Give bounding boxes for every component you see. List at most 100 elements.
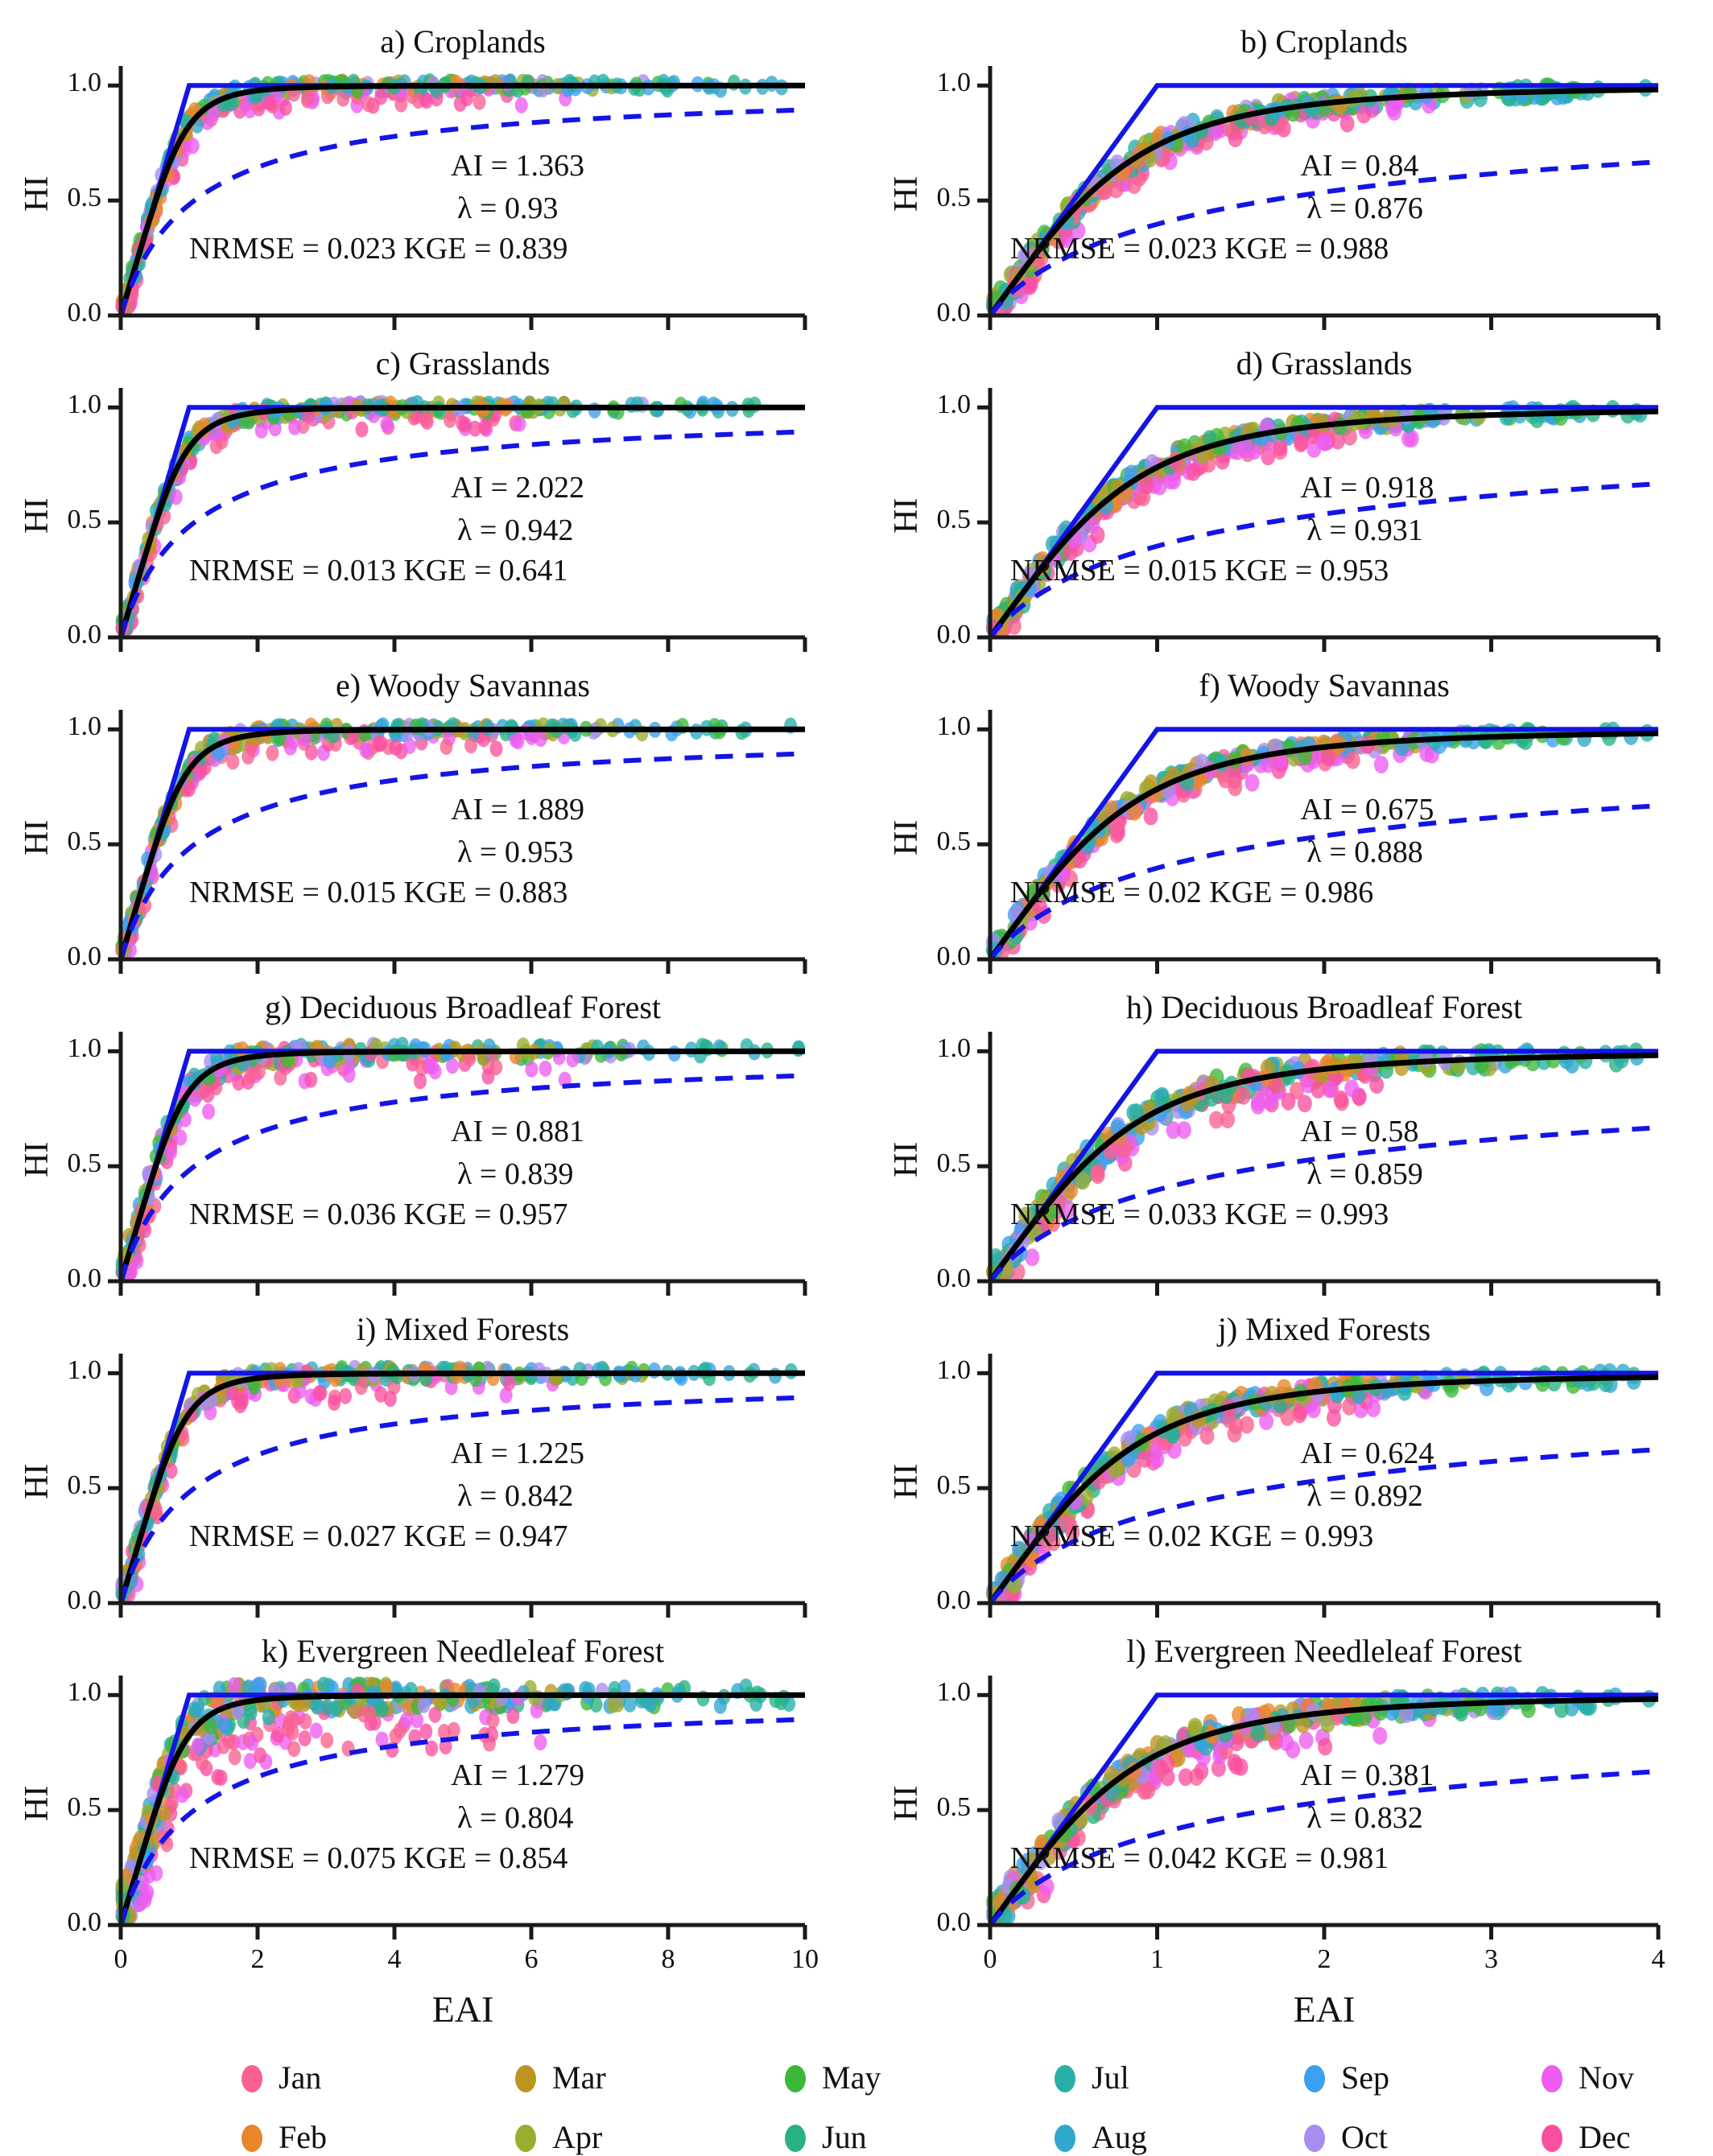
legend-item-jul[interactable]: Jul <box>1055 2059 1129 2096</box>
y-tick-g-2: 0.0 <box>32 1264 101 1294</box>
stat-nk-g: NRMSE = 0.036 KGE = 0.957 <box>189 1197 568 1232</box>
y-tick-d-0: 1.0 <box>902 390 971 420</box>
stat-nk-f: NRMSE = 0.02 KGE = 0.986 <box>1010 875 1373 910</box>
stat-nk-l: NRMSE = 0.042 KGE = 0.981 <box>1010 1841 1389 1876</box>
y-tick-c-0: 1.0 <box>32 390 101 420</box>
x-tick-k-4: 8 <box>636 1944 700 1975</box>
y-tick-l-2: 0.0 <box>902 1907 971 1938</box>
panel-title-b: b) Croplands <box>990 24 1658 60</box>
stat-lam-k: λ = 0.804 <box>457 1800 573 1836</box>
legend-item-nov[interactable]: Nov <box>1542 2059 1634 2096</box>
y-tick-j-2: 0.0 <box>902 1585 971 1616</box>
x-axis-label-l: EAI <box>990 1988 1658 2030</box>
y-tick-f-1: 0.5 <box>902 827 971 857</box>
stat-nk-a: NRMSE = 0.023 KGE = 0.839 <box>189 231 568 266</box>
legend-label-aug: Aug <box>1092 2118 1147 2156</box>
stat-nk-c: NRMSE = 0.013 KGE = 0.641 <box>189 553 568 588</box>
legend-label-nov: Nov <box>1579 2059 1634 2096</box>
x-tick-k-0: 0 <box>89 1944 153 1975</box>
stat-lam-l: λ = 0.832 <box>1306 1800 1422 1836</box>
legend-label-jul: Jul <box>1092 2059 1129 2096</box>
panel-title-a: a) Croplands <box>121 24 805 60</box>
stat-lam-j: λ = 0.892 <box>1306 1478 1422 1514</box>
y-tick-k-0: 1.0 <box>32 1677 101 1708</box>
y-tick-a-2: 0.0 <box>32 298 101 328</box>
legend-item-may[interactable]: May <box>785 2059 881 2096</box>
legend-marker-may-icon <box>785 2065 806 2092</box>
y-tick-j-0: 1.0 <box>902 1355 971 1386</box>
stat-lam-a: λ = 0.93 <box>457 191 558 226</box>
y-tick-b-1: 0.5 <box>902 183 971 213</box>
stat-nk-b: NRMSE = 0.023 KGE = 0.988 <box>1010 231 1389 266</box>
y-tick-h-2: 0.0 <box>902 1264 971 1294</box>
y-tick-f-0: 1.0 <box>902 711 971 742</box>
stat-ai-h: AI = 0.58 <box>1300 1114 1418 1149</box>
y-tick-b-0: 1.0 <box>902 68 971 98</box>
stat-ai-l: AI = 0.381 <box>1300 1758 1434 1793</box>
legend-item-feb[interactable]: Feb <box>241 2118 327 2156</box>
legend-marker-sep-icon <box>1304 2065 1325 2092</box>
y-tick-g-0: 1.0 <box>32 1033 101 1064</box>
legend-item-aug[interactable]: Aug <box>1055 2118 1147 2156</box>
legend-label-oct: Oct <box>1341 2118 1388 2156</box>
legend-marker-jul-icon <box>1055 2065 1075 2092</box>
stat-ai-b: AI = 0.84 <box>1300 148 1418 183</box>
stat-lam-e: λ = 0.953 <box>457 835 573 870</box>
y-tick-a-0: 1.0 <box>32 68 101 98</box>
legend-item-jun[interactable]: Jun <box>785 2118 867 2156</box>
panel-title-g: g) Deciduous Broadleaf Forest <box>121 990 805 1025</box>
y-tick-e-0: 1.0 <box>32 711 101 742</box>
x-tick-l-3: 3 <box>1459 1944 1524 1975</box>
x-tick-k-1: 2 <box>225 1944 290 1975</box>
panel-title-l: l) Evergreen Needleleaf Forest <box>990 1634 1658 1669</box>
y-tick-i-1: 0.5 <box>32 1470 101 1501</box>
legend-label-dec: Dec <box>1579 2118 1630 2156</box>
scatter-points-c <box>116 395 762 637</box>
stat-lam-d: λ = 0.931 <box>1306 513 1422 548</box>
stat-lam-f: λ = 0.888 <box>1306 835 1422 870</box>
legend-item-sep[interactable]: Sep <box>1304 2059 1389 2096</box>
stat-ai-a: AI = 1.363 <box>451 148 584 183</box>
y-tick-d-2: 0.0 <box>902 620 971 650</box>
x-tick-k-2: 4 <box>362 1944 427 1975</box>
panel-title-c: c) Grasslands <box>121 346 805 381</box>
stat-ai-i: AI = 1.225 <box>451 1436 584 1471</box>
panel-title-k: k) Evergreen Needleleaf Forest <box>121 1634 805 1669</box>
legend-item-dec[interactable]: Dec <box>1542 2118 1630 2156</box>
stat-ai-g: AI = 0.881 <box>451 1114 584 1149</box>
stat-ai-f: AI = 0.675 <box>1300 792 1434 827</box>
legend-marker-jan-icon <box>241 2065 262 2092</box>
stat-ai-e: AI = 1.889 <box>451 792 584 827</box>
y-tick-e-1: 0.5 <box>32 827 101 857</box>
y-tick-c-1: 0.5 <box>32 505 101 535</box>
legend-item-oct[interactable]: Oct <box>1304 2118 1388 2156</box>
x-tick-l-4: 4 <box>1626 1944 1690 1975</box>
scatter-points-a <box>116 73 788 315</box>
x-tick-l-2: 2 <box>1292 1944 1356 1975</box>
stat-lam-b: λ = 0.876 <box>1306 191 1422 226</box>
legend-item-apr[interactable]: Apr <box>515 2118 602 2156</box>
stat-lam-c: λ = 0.942 <box>457 513 573 548</box>
legend-item-mar[interactable]: Mar <box>515 2059 606 2096</box>
stat-nk-h: NRMSE = 0.033 KGE = 0.993 <box>1010 1197 1389 1232</box>
legend-marker-mar-icon <box>515 2065 536 2092</box>
panel-title-j: j) Mixed Forests <box>990 1312 1658 1347</box>
legend-item-jan[interactable]: Jan <box>241 2059 321 2096</box>
legend-label-jan: Jan <box>279 2059 321 2096</box>
x-tick-l-0: 0 <box>958 1944 1022 1975</box>
y-tick-g-1: 0.5 <box>32 1148 101 1179</box>
panel-title-e: e) Woody Savannas <box>121 668 805 703</box>
y-tick-e-2: 0.0 <box>32 942 101 972</box>
stat-nk-i: NRMSE = 0.027 KGE = 0.947 <box>189 1519 568 1554</box>
panel-title-i: i) Mixed Forests <box>121 1312 805 1347</box>
legend-label-apr: Apr <box>552 2118 602 2156</box>
x-tick-k-5: 10 <box>773 1944 837 1975</box>
y-tick-c-2: 0.0 <box>32 620 101 650</box>
